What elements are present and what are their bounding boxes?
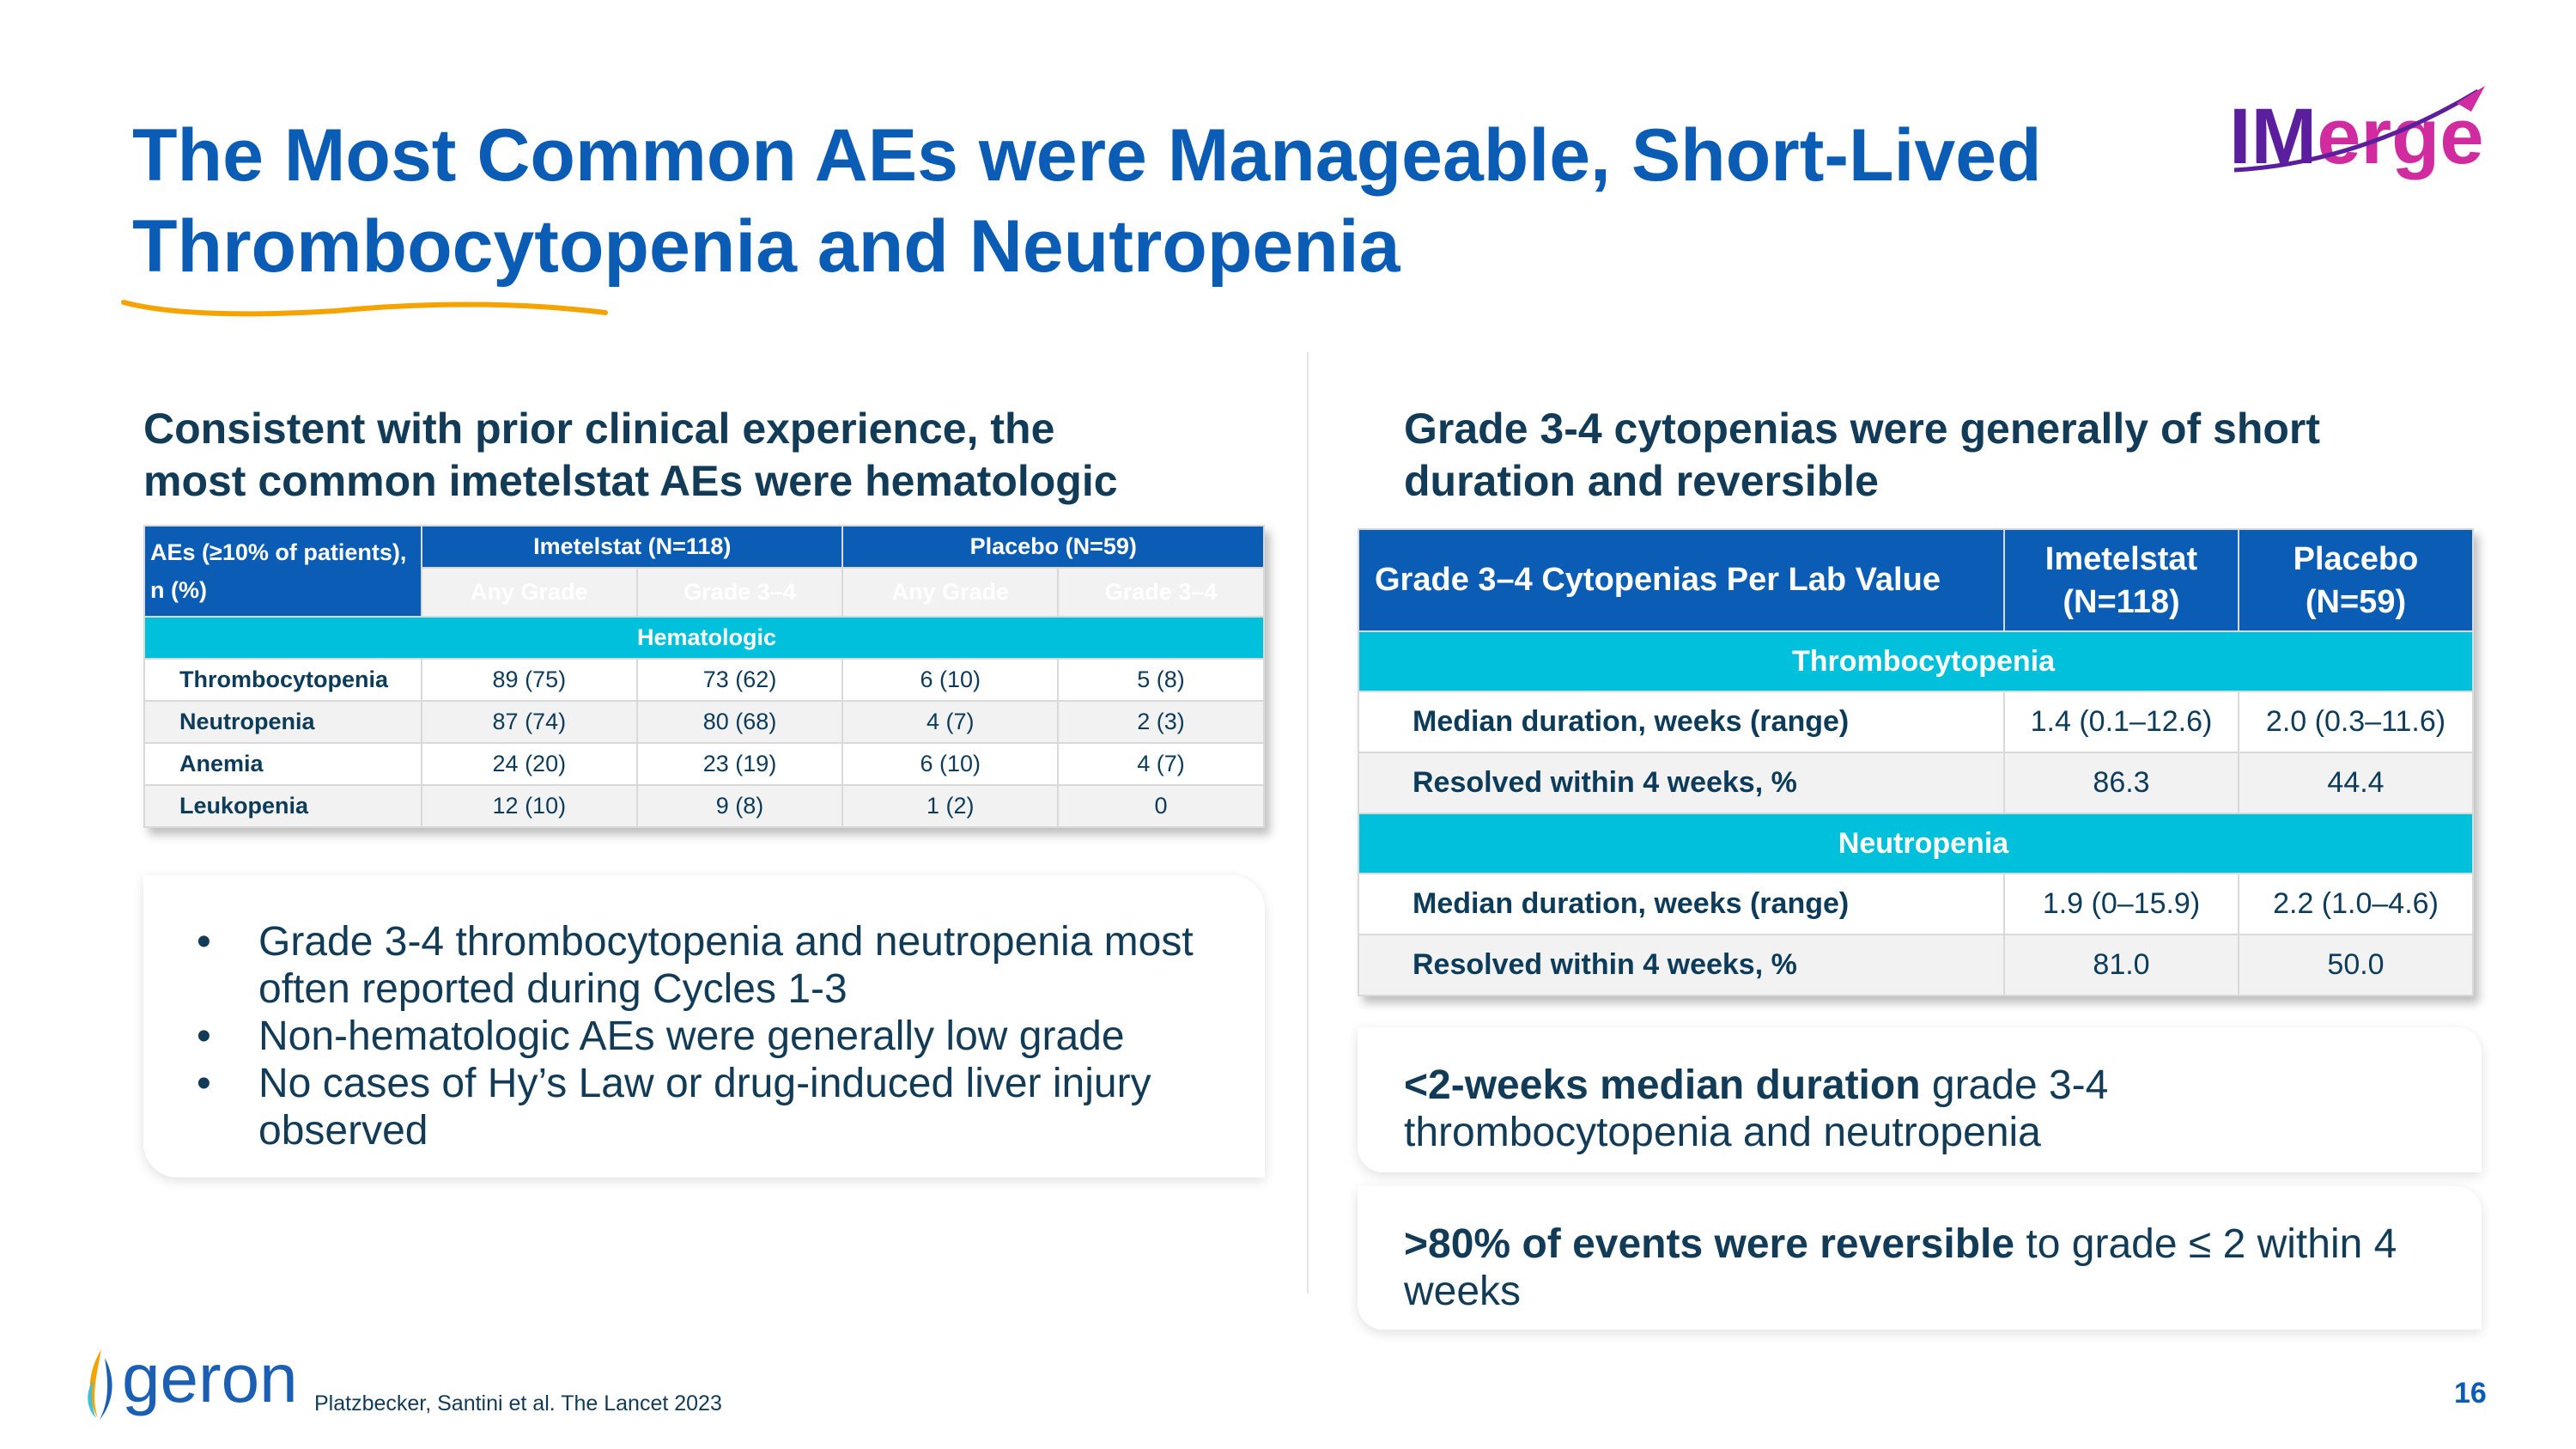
- imerge-logo: IMerge: [2229, 86, 2487, 193]
- section-header: Thrombocytopenia: [1358, 630, 2474, 692]
- cell-value: 2.2 (1.0–4.6): [2238, 873, 2474, 935]
- cell-value: 89 (75): [421, 658, 638, 702]
- row-label: Neutropenia: [143, 700, 422, 744]
- bullet-item: No cases of Hy’s Law or drug-induced liv…: [143, 1060, 1260, 1154]
- cell-value: 2 (3): [1057, 700, 1265, 744]
- svg-text:IMerge: IMerge: [2229, 93, 2484, 180]
- cell-value: 9 (8): [635, 784, 844, 828]
- cell-value: 81.0: [2003, 934, 2239, 996]
- right-subtitle: Grade 3-4 cytopenias were generally of s…: [1404, 405, 2321, 505]
- column-header: Any Grade: [421, 567, 638, 618]
- group-header: Placebo (N=59): [841, 525, 1265, 569]
- table-row: Median duration, weeks (range) 1.9 (0–15.…: [1358, 873, 2474, 935]
- cell-value: 50.0: [2238, 934, 2474, 996]
- page-number: 16: [2454, 1377, 2487, 1409]
- flame-icon: [88, 1349, 112, 1420]
- cell-value: 1.4 (0.1–12.6): [2003, 691, 2239, 753]
- callout-reversible: >80% of events were reversible to grade …: [1358, 1186, 2482, 1330]
- cell-value: 6 (10): [841, 742, 1060, 786]
- cell-value: 12 (10): [421, 784, 638, 828]
- table-row: Resolved within 4 weeks, % 86.3 44.4: [1358, 752, 2474, 814]
- row-label: Leukopenia: [143, 784, 422, 828]
- cell-value: 24 (20): [421, 742, 638, 786]
- column-header: Any Grade: [841, 567, 1060, 618]
- ae-table: AEs (≥10% of patients), n (%) Imetelstat…: [143, 525, 1265, 828]
- cytopenia-table: Grade 3–4 Cytopenias Per Lab Value Imete…: [1358, 528, 2474, 996]
- cell-value: 1 (2): [841, 784, 1060, 828]
- table-row: Thrombocytopenia 89 (75) 73 (62) 6 (10) 5 (8…: [143, 658, 1265, 702]
- cell-value: 4 (7): [1057, 742, 1265, 786]
- cell-value: 2.0 (0.3–11.6): [2238, 691, 2474, 753]
- page-title: The Most Common AEs were Manageable, Sho…: [132, 114, 2042, 288]
- section-header: Neutropenia: [1358, 813, 2474, 874]
- left-subtitle: Consistent with prior clinical experienc…: [143, 405, 1118, 505]
- cell-value: 86.3: [2003, 752, 2239, 814]
- table-row: Anemia 24 (20) 23 (19) 6 (10) 4 (7): [143, 742, 1265, 786]
- imetelstat-header: Imetelstat (N=118): [2003, 528, 2239, 632]
- corner-header: Grade 3–4 Cytopenias Per Lab Value: [1358, 528, 2005, 632]
- geron-wordmark: geron: [122, 1340, 298, 1416]
- bullet-item: Grade 3-4 thrombocytopenia and neutropen…: [143, 918, 1260, 1013]
- table-row: Median duration, weeks (range) 1.4 (0.1–1…: [1358, 691, 2474, 753]
- table-row: Resolved within 4 weeks, % 81.0 50.0: [1358, 934, 2474, 996]
- row-label: Anemia: [143, 742, 422, 786]
- citation: Platzbecker, Santini et al. The Lancet 2…: [314, 1391, 722, 1416]
- cell-value: 5 (8): [1057, 658, 1265, 702]
- cell-value: 0: [1057, 784, 1265, 828]
- table-row: Leukopenia 12 (10) 9 (8) 1 (2) 0: [143, 784, 1265, 828]
- bullet-item: Non-hematologic AEs were generally low g…: [143, 1013, 1260, 1060]
- placebo-header: Placebo (N=59): [2238, 528, 2474, 632]
- section-header: Hematologic: [143, 616, 1265, 660]
- row-label: Resolved within 4 weeks, %: [1358, 752, 2005, 814]
- corner-header: AEs (≥10% of patients), n (%): [143, 525, 422, 618]
- cell-value: 87 (74): [421, 700, 638, 744]
- table-row: Neutropenia 87 (74) 80 (68) 4 (7) 2 (3): [143, 700, 1265, 744]
- column-header: Grade 3–4: [1057, 567, 1265, 618]
- divider: [1307, 352, 1309, 1294]
- group-header: Imetelstat (N=118): [420, 525, 844, 569]
- geron-logo: geron: [82, 1340, 306, 1423]
- cell-value: 6 (10): [841, 658, 1060, 702]
- orange-swoosh: [121, 300, 608, 317]
- row-label: Median duration, weeks (range): [1358, 873, 2005, 935]
- callout-duration: <2-weeks median duration grade 3-4 throm…: [1358, 1027, 2482, 1172]
- cell-value: 4 (7): [841, 700, 1060, 744]
- cell-value: 23 (19): [635, 742, 844, 786]
- bullet-box: Grade 3-4 thrombocytopenia and neutropen…: [143, 875, 1265, 1178]
- column-header: Grade 3–4: [635, 567, 844, 618]
- row-label: Median duration, weeks (range): [1358, 691, 2005, 753]
- cell-value: 80 (68): [635, 700, 844, 744]
- row-label: Thrombocytopenia: [143, 658, 422, 702]
- cell-value: 44.4: [2238, 752, 2474, 814]
- cell-value: 73 (62): [635, 658, 844, 702]
- row-label: Resolved within 4 weeks, %: [1358, 934, 2005, 996]
- cell-value: 1.9 (0–15.9): [2003, 873, 2239, 935]
